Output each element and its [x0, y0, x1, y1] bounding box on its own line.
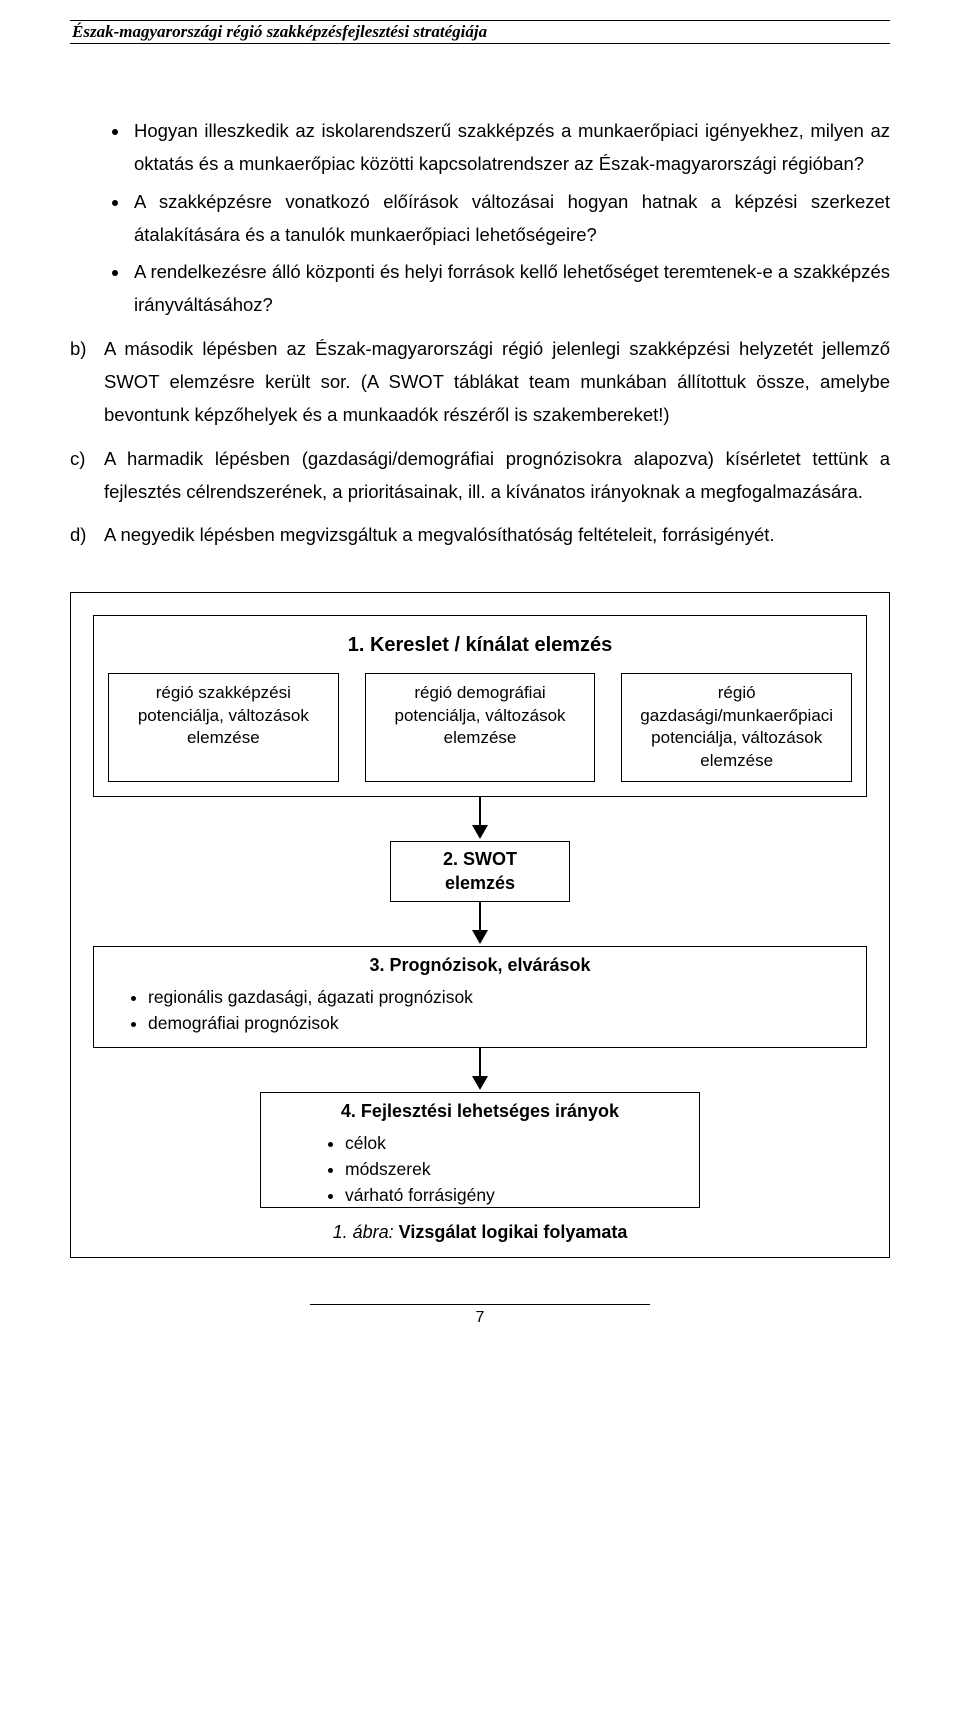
step1-cell: régió szakképzési potenciálja, változáso…: [108, 673, 339, 783]
step1-box: 1. Kereslet / kínálat elemzés régió szak…: [93, 615, 867, 798]
step2-line: elemzés: [395, 872, 565, 895]
header-rule: Észak-magyarországi régió szakképzésfejl…: [70, 20, 890, 44]
step2-box: 2. SWOT elemzés: [390, 841, 570, 902]
caption-text: Vizsgálat logikai folyamata: [399, 1222, 628, 1242]
lettered-text: A második lépésben az Észak-magyarország…: [104, 332, 890, 432]
step3-box: 3. Prognózisok, elvárások regionális gaz…: [93, 946, 867, 1048]
step3-bullet: regionális gazdasági, ágazati prognóziso…: [148, 984, 852, 1010]
arrow-down-icon: [468, 902, 492, 946]
lettered-item-d: d) A negyedik lépésben megvizsgáltuk a m…: [70, 518, 890, 551]
footer-rule: [310, 1304, 650, 1305]
step3-bullet: demográfiai prognózisok: [148, 1010, 852, 1036]
lettered-text: A negyedik lépésben megvizsgáltuk a megv…: [104, 518, 890, 551]
step4-bullet: várható forrásigény: [345, 1182, 685, 1208]
step2-line: 2. SWOT: [395, 848, 565, 871]
step3-bullets: regionális gazdasági, ágazati prognóziso…: [108, 984, 852, 1037]
caption-prefix: 1. ábra:: [333, 1222, 394, 1242]
step1-row: régió szakképzési potenciálja, változáso…: [108, 673, 852, 783]
flowchart: 1. Kereslet / kínálat elemzés régió szak…: [70, 592, 890, 1258]
arrow-down: [93, 797, 867, 841]
bullet-item: Hogyan illeszkedik az iskolarendszerű sz…: [130, 114, 890, 181]
lettered-marker: b): [70, 332, 104, 432]
page-number: 7: [70, 1309, 890, 1327]
figure-caption: 1. ábra: Vizsgálat logikai folyamata: [93, 1222, 867, 1243]
arrow-down-icon: [468, 797, 492, 841]
lettered-marker: c): [70, 442, 104, 509]
lettered-text: A harmadik lépésben (gazdasági/demográfi…: [104, 442, 890, 509]
step1-title: 1. Kereslet / kínálat elemzés: [108, 616, 852, 673]
lettered-item-c: c) A harmadik lépésben (gazdasági/demogr…: [70, 442, 890, 509]
step4-bullet: módszerek: [345, 1156, 685, 1182]
step4-bullets: célok módszerek várható forrásigény: [275, 1130, 685, 1208]
lettered-item-b: b) A második lépésben az Észak-magyarors…: [70, 332, 890, 432]
lettered-marker: d): [70, 518, 104, 551]
question-bullets: Hogyan illeszkedik az iskolarendszerű sz…: [70, 114, 890, 322]
arrow-down: [93, 1048, 867, 1092]
bullet-item: A szakképzésre vonatkozó előírások válto…: [130, 185, 890, 252]
step1-cell: régió demográfiai potenciálja, változáso…: [365, 673, 596, 783]
body-content: Hogyan illeszkedik az iskolarendszerű sz…: [70, 114, 890, 552]
step4-bullet: célok: [345, 1130, 685, 1156]
bullet-item: A rendelkezésre álló központi és helyi f…: [130, 255, 890, 322]
running-header: Észak-magyarországi régió szakképzésfejl…: [70, 22, 890, 42]
arrow-down: [93, 902, 867, 946]
step4-box: 4. Fejlesztési lehetséges irányok célok …: [260, 1092, 700, 1208]
step1-cell: régió gazdasági/munkaerőpiaci potenciálj…: [621, 673, 852, 783]
arrow-down-icon: [468, 1048, 492, 1092]
page-footer: 7: [70, 1304, 890, 1327]
step3-title: 3. Prognózisok, elvárások: [108, 955, 852, 976]
step4-title: 4. Fejlesztési lehetséges irányok: [275, 1101, 685, 1122]
